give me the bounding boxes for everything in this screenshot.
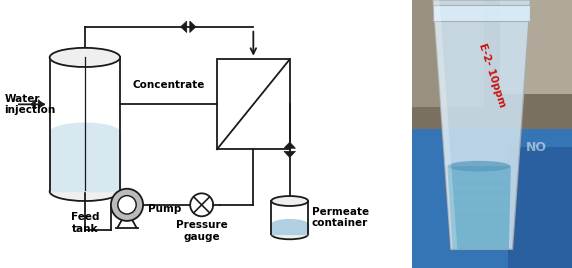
Bar [508,147,572,268]
Ellipse shape [271,219,308,229]
Circle shape [111,189,143,221]
Polygon shape [433,0,530,249]
Ellipse shape [271,196,308,206]
Ellipse shape [448,161,510,172]
Polygon shape [271,224,308,234]
Polygon shape [447,166,511,249]
Polygon shape [181,21,186,32]
Circle shape [190,193,213,216]
Text: Pump: Pump [148,204,181,214]
Text: Feed
tank: Feed tank [70,213,99,234]
Polygon shape [50,132,120,191]
Text: NO: NO [526,141,547,154]
Ellipse shape [50,182,120,201]
Text: E-2- 10ppm: E-2- 10ppm [477,42,507,108]
Bar [412,0,572,129]
Polygon shape [190,21,196,32]
Ellipse shape [50,122,120,142]
Text: Pressure
gauge: Pressure gauge [176,220,228,242]
Bar [412,0,484,107]
Ellipse shape [271,229,308,239]
Polygon shape [38,100,43,109]
Bar [500,0,572,94]
Bar [433,5,530,21]
Circle shape [118,196,136,214]
Polygon shape [31,100,35,109]
Text: Concentrate: Concentrate [132,80,205,90]
Polygon shape [284,142,296,148]
Text: Water
injection: Water injection [5,94,55,115]
Text: Permeate
container: Permeate container [312,207,369,228]
Polygon shape [284,151,296,158]
Ellipse shape [50,48,120,67]
Polygon shape [433,0,458,249]
Bar [217,59,289,149]
Bar [412,129,572,268]
